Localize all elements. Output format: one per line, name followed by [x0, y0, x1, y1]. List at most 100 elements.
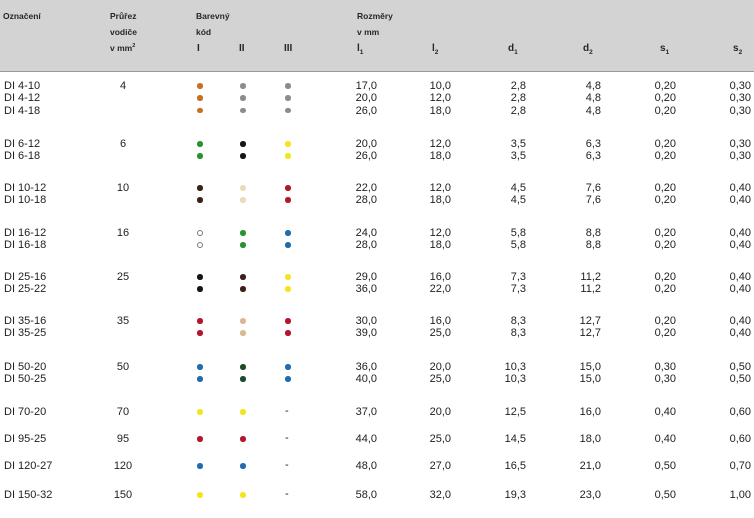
header-cross-section-unit: v mm2 [110, 43, 136, 53]
color-dot [197, 141, 203, 147]
dimension-cell: 0,20 [654, 194, 676, 207]
dimension-cell: 22,0 [355, 182, 377, 194]
designation-cell: DI 70-20 [4, 406, 47, 418]
dimension-cell: 0,60 [729, 433, 751, 445]
color-dot [240, 274, 246, 280]
header-col-s1: s1 [660, 43, 670, 56]
designation-cell: DI 35-16 [4, 315, 47, 327]
dimension-cell: 12,0 [429, 227, 451, 239]
dimension-cell: 20,0 [355, 92, 377, 105]
dimension-cell: 25,0 [429, 327, 451, 340]
dimension-cell: 0,20 [654, 239, 676, 252]
designation-cell: DI 16-18 [4, 239, 47, 252]
dimension-cell: 19,3 [504, 489, 526, 501]
color-dot [197, 318, 203, 324]
dimension-cell: 27,0 [429, 460, 451, 472]
designation-cell: DI 6-18 [4, 150, 41, 163]
dimension-cell: 16,5 [504, 460, 526, 472]
dimension-cell: 2,8 [510, 80, 526, 92]
color-dot [240, 141, 246, 147]
color-dot [240, 364, 246, 370]
dimension-cell: 3,5 [510, 150, 526, 163]
dimension-cell: 8,3 [510, 315, 526, 327]
color-dot [285, 83, 291, 89]
color-dot [240, 463, 246, 469]
cross-section-value: 16 [116, 227, 130, 239]
designation-cell: DI 95-25 [4, 433, 47, 445]
color-dot [197, 492, 203, 498]
dimension-cell: 0,70 [729, 460, 751, 472]
dimension-cell: 48,0 [355, 460, 377, 472]
dimension-cell: 0,30 [729, 80, 751, 92]
cross-section-value: 4 [119, 80, 127, 92]
header-col-d2: d2 [583, 43, 593, 56]
color-dot [240, 185, 246, 191]
designation-cell: DI 150-32 [4, 489, 53, 501]
dimension-cell: 0,20 [654, 227, 676, 239]
designation-cell: DI 4-10 [4, 80, 41, 92]
dimension-cell: 7,3 [510, 283, 526, 296]
color-dash: - [285, 488, 289, 500]
dimension-cell: 36,0 [355, 361, 377, 373]
cross-section-value: 150 [113, 489, 133, 501]
dimension-cell: 0,50 [654, 489, 676, 501]
dimension-cell: 4,5 [510, 182, 526, 194]
color-dot [240, 286, 246, 292]
dimension-cell: 8,8 [585, 239, 601, 252]
dimension-cell: 20,0 [429, 406, 451, 418]
dimension-cell: 0,40 [654, 433, 676, 445]
dimension-cell: 0,50 [729, 361, 751, 373]
color-dot [285, 107, 291, 114]
dimension-cell: 12,5 [504, 406, 526, 418]
header-color-code-2: kód [196, 27, 212, 37]
color-dot [240, 376, 246, 382]
dimension-cell: 0,60 [729, 406, 751, 418]
color-dot [197, 330, 203, 336]
color-dot [197, 286, 203, 292]
dimension-cell: 36,0 [355, 283, 377, 296]
color-dot [240, 95, 246, 101]
dimension-cell: 0,30 [729, 138, 751, 150]
designation-cell: DI 25-22 [4, 283, 47, 296]
dimension-cell: 21,0 [579, 460, 601, 472]
dimension-cell: 14,5 [504, 433, 526, 445]
dimension-cell: 10,0 [429, 80, 451, 92]
color-dot [197, 364, 203, 370]
dimension-cell: 10,3 [504, 361, 526, 373]
dimension-cell: 12,0 [429, 138, 451, 150]
dimension-cell: 0,40 [729, 327, 751, 340]
designation-cell: DI 4-18 [4, 104, 41, 117]
color-dot [285, 197, 291, 203]
dimension-cell: 32,0 [429, 489, 451, 501]
dimension-cell: 18,0 [579, 433, 601, 445]
dimension-cell: 0,30 [654, 373, 676, 386]
designation-cell: DI 4-12 [4, 92, 41, 105]
dimension-cell: 0,30 [729, 150, 751, 163]
color-dot [285, 95, 291, 101]
dimension-cell: 0,40 [729, 315, 751, 327]
color-dot [285, 230, 291, 236]
dimension-cell: 1,00 [729, 489, 751, 501]
header-cross-section-1: Průřez [110, 11, 137, 21]
dimension-cell: 18,0 [429, 239, 451, 252]
dimension-cell: 0,40 [729, 182, 751, 194]
dimension-cell: 0,20 [654, 150, 676, 163]
cross-section-value: 35 [116, 315, 130, 327]
dimension-cell: 11,2 [580, 283, 601, 296]
dimension-cell: 6,3 [585, 138, 601, 150]
color-dot [285, 376, 291, 382]
cross-section-value: 50 [116, 361, 130, 373]
dimension-cell: 25,0 [429, 373, 451, 386]
dimension-cell: 0,40 [729, 227, 751, 239]
color-dot [240, 330, 246, 336]
dimension-cell: 0,40 [729, 271, 751, 283]
dimension-cell: 0,20 [654, 92, 676, 105]
dimension-cell: 10,3 [504, 373, 526, 386]
cross-section-value: 95 [116, 433, 130, 445]
color-dot [240, 230, 246, 236]
dimension-cell: 22,0 [429, 283, 451, 296]
color-dot [240, 242, 246, 248]
dimension-cell: 0,50 [654, 460, 676, 472]
color-dot [197, 376, 203, 382]
dimension-cell: 0,40 [729, 239, 751, 252]
